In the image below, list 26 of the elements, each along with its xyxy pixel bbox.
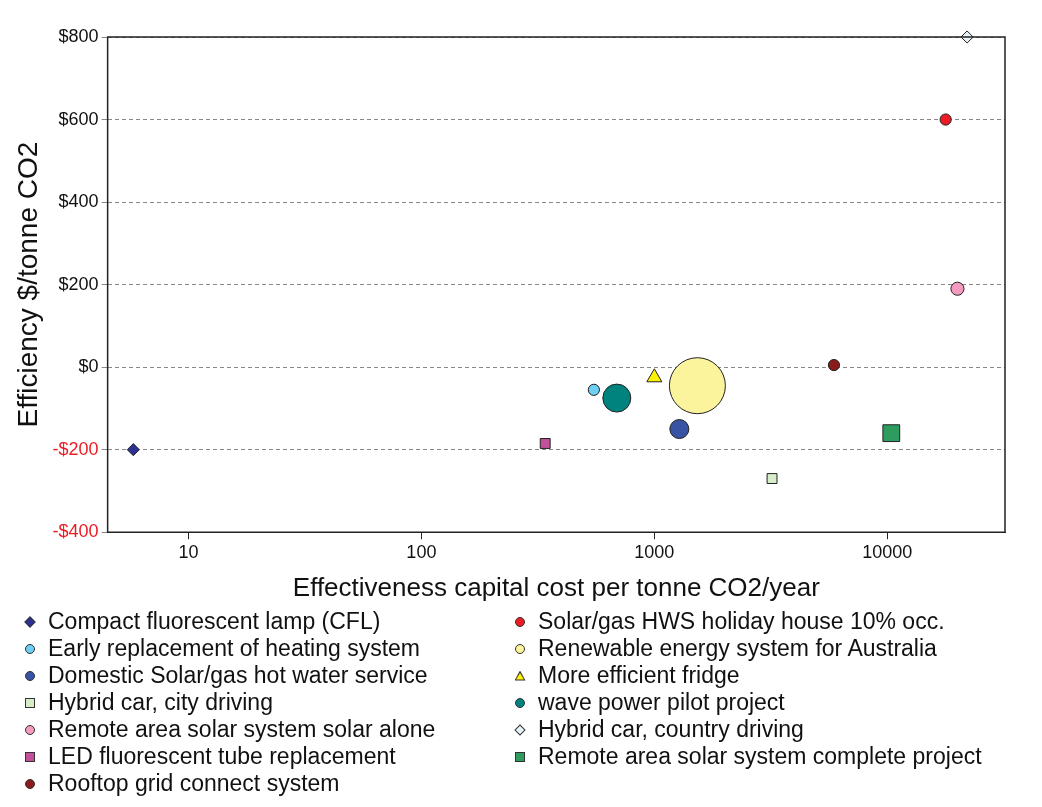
- y-axis-title: Efficiency $/tonne CO2: [11, 141, 43, 428]
- legend-label: Renewable energy system for Australia: [538, 635, 937, 662]
- y-tick-label: $0: [78, 356, 99, 377]
- x-tick-label: 10000: [862, 541, 913, 562]
- legend-label: LED fluorescent tube replacement: [48, 743, 396, 770]
- x-tick-label: 1000: [634, 541, 675, 562]
- legend-label: Remote area solar system solar alone: [48, 716, 436, 743]
- y-tick-label: $200: [58, 273, 99, 294]
- legend-label: wave power pilot project: [538, 689, 785, 716]
- y-tick-label: -$400: [52, 521, 99, 542]
- legend-label: Rooftop grid connect system: [48, 770, 340, 797]
- legend-label: Compact fluorescent lamp (CFL): [48, 608, 381, 635]
- legend-label: Hybrid car, country driving: [538, 716, 804, 743]
- legend-label: Hybrid car, city driving: [48, 689, 273, 716]
- x-axis-title: Effectiveness capital cost per tonne CO2/year: [292, 571, 821, 602]
- y-tick-label: -$200: [52, 438, 99, 459]
- y-tick-label: $600: [58, 108, 99, 129]
- legend-label: Early replacement of heating system: [48, 635, 421, 662]
- legend-label: Remote area solar system complete project: [538, 743, 982, 770]
- y-tick-label: $400: [58, 191, 99, 212]
- legend-label: More efficient fridge: [538, 662, 740, 689]
- legend-label: Solar/gas HWS holiday house 10% occ.: [538, 608, 945, 635]
- legend-label: Domestic Solar/gas hot water service: [48, 662, 428, 689]
- x-tick-label: 10: [178, 541, 199, 562]
- x-tick-label: 100: [406, 541, 437, 562]
- y-tick-label: $800: [58, 25, 99, 46]
